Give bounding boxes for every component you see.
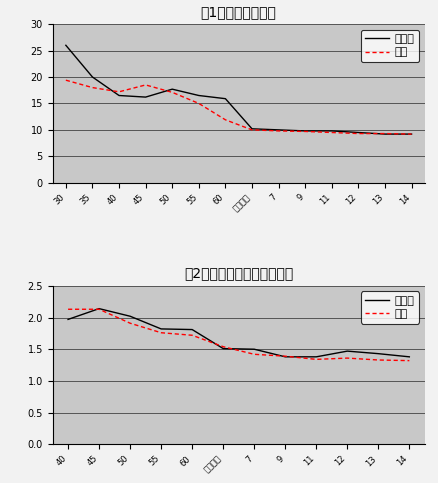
全国	[376, 357, 381, 363]
三重県	[409, 131, 414, 137]
三重県	[143, 94, 148, 100]
Line: 三重県: 三重県	[66, 45, 412, 134]
三重県	[159, 326, 164, 332]
全国	[249, 127, 254, 133]
全国	[96, 306, 102, 312]
三重県	[251, 346, 257, 352]
全国	[276, 128, 281, 134]
全国	[223, 117, 228, 123]
Legend: 三重県, 全国: 三重県, 全国	[360, 30, 419, 62]
Line: 全国: 全国	[66, 80, 412, 134]
全国	[409, 131, 414, 137]
Line: 三重県: 三重県	[68, 309, 410, 357]
三重県	[223, 96, 228, 101]
全国	[159, 330, 164, 336]
全国	[190, 332, 195, 338]
三重県	[314, 354, 319, 360]
全国	[407, 358, 412, 364]
三重県	[407, 354, 412, 360]
三重県	[63, 43, 68, 48]
三重県	[65, 316, 71, 322]
三重県	[190, 327, 195, 332]
Title: 図1　出生率の推移: 図1 出生率の推移	[201, 5, 277, 19]
全国	[127, 320, 133, 326]
全国	[65, 306, 71, 312]
三重県	[90, 74, 95, 80]
全国	[196, 100, 201, 106]
三重県	[303, 128, 308, 134]
Legend: 三重県, 全国: 三重県, 全国	[360, 291, 419, 324]
三重県	[170, 86, 175, 92]
全国	[63, 77, 68, 83]
三重県	[376, 351, 381, 356]
全国	[303, 128, 308, 134]
全国	[251, 352, 257, 357]
三重県	[221, 346, 226, 352]
三重県	[276, 127, 281, 133]
全国	[314, 356, 319, 362]
全国	[170, 89, 175, 95]
全国	[143, 82, 148, 88]
Title: 図2　合計特殊出生率の推移: 図2 合計特殊出生率の推移	[184, 267, 293, 281]
全国	[283, 353, 288, 359]
三重県	[345, 348, 350, 354]
全国	[90, 85, 95, 90]
全国	[356, 131, 361, 137]
三重県	[117, 93, 122, 99]
三重県	[356, 129, 361, 135]
Line: 全国: 全国	[68, 309, 410, 361]
三重県	[127, 313, 133, 319]
三重県	[96, 306, 102, 312]
三重県	[283, 354, 288, 360]
三重県	[249, 126, 254, 132]
三重県	[196, 93, 201, 99]
全国	[329, 129, 335, 135]
三重県	[329, 128, 335, 134]
全国	[345, 355, 350, 361]
全国	[117, 89, 122, 95]
全国	[221, 344, 226, 350]
三重県	[382, 131, 388, 137]
全国	[382, 131, 388, 137]
